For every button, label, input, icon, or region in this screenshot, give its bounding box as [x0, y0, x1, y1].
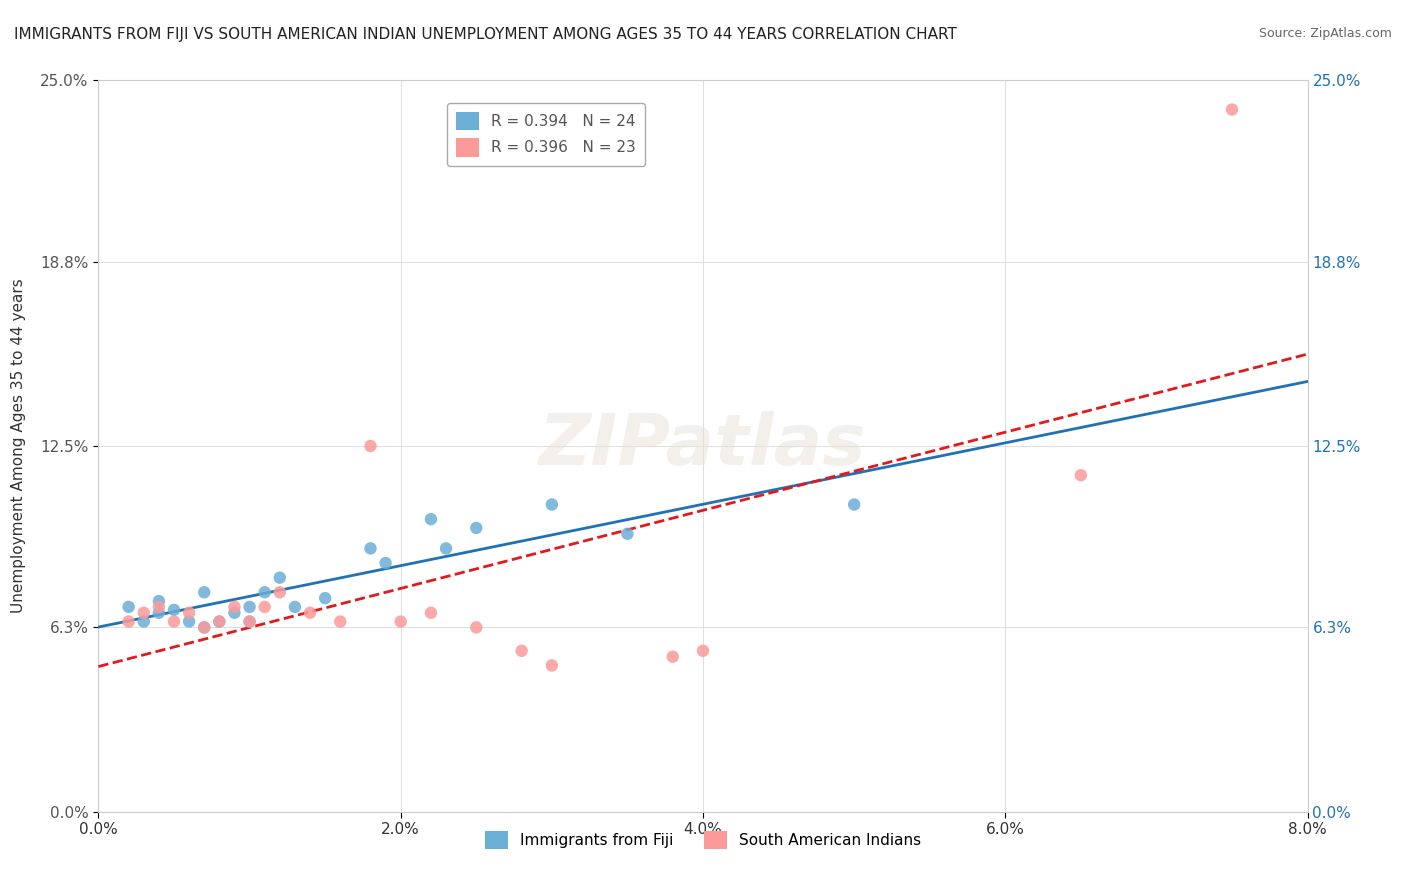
Text: ZIPatlas: ZIPatlas: [540, 411, 866, 481]
Point: [284, 599, 307, 614]
Point: [360, 541, 382, 556]
Point: [208, 615, 231, 629]
Point: [132, 615, 155, 629]
Point: [193, 620, 215, 634]
Point: [239, 615, 262, 629]
Point: [510, 644, 533, 658]
Point: [360, 439, 382, 453]
Point: [434, 541, 457, 556]
Point: [179, 615, 201, 629]
Point: [148, 599, 170, 614]
Point: [692, 644, 714, 658]
Point: [269, 585, 291, 599]
Point: [540, 498, 562, 512]
Y-axis label: Unemployment Among Ages 35 to 44 years: Unemployment Among Ages 35 to 44 years: [11, 278, 27, 614]
Legend: R = 0.394   N = 24, R = 0.396   N = 23: R = 0.394 N = 24, R = 0.396 N = 23: [447, 103, 645, 166]
Point: [616, 526, 638, 541]
Point: [239, 599, 262, 614]
Point: [1220, 103, 1243, 117]
Point: [420, 606, 443, 620]
Point: [132, 606, 155, 620]
Point: [163, 603, 186, 617]
Point: [193, 620, 215, 634]
Text: Source: ZipAtlas.com: Source: ZipAtlas.com: [1258, 27, 1392, 40]
Text: IMMIGRANTS FROM FIJI VS SOUTH AMERICAN INDIAN UNEMPLOYMENT AMONG AGES 35 TO 44 Y: IMMIGRANTS FROM FIJI VS SOUTH AMERICAN I…: [14, 27, 957, 42]
Point: [389, 615, 412, 629]
Point: [465, 620, 488, 634]
Point: [1070, 468, 1092, 483]
Point: [118, 599, 141, 614]
Point: [314, 591, 336, 606]
Point: [465, 521, 488, 535]
Point: [253, 585, 276, 599]
Point: [224, 599, 246, 614]
Point: [224, 606, 246, 620]
Point: [179, 606, 201, 620]
Point: [239, 615, 262, 629]
Point: [540, 658, 562, 673]
Point: [420, 512, 443, 526]
Point: [269, 571, 291, 585]
Point: [253, 599, 276, 614]
Point: [148, 594, 170, 608]
Point: [208, 615, 231, 629]
Point: [163, 615, 186, 629]
Point: [118, 615, 141, 629]
Point: [299, 606, 322, 620]
Point: [844, 498, 866, 512]
Point: [148, 606, 170, 620]
Point: [374, 556, 396, 570]
Point: [329, 615, 352, 629]
Point: [661, 649, 683, 664]
Point: [193, 585, 215, 599]
